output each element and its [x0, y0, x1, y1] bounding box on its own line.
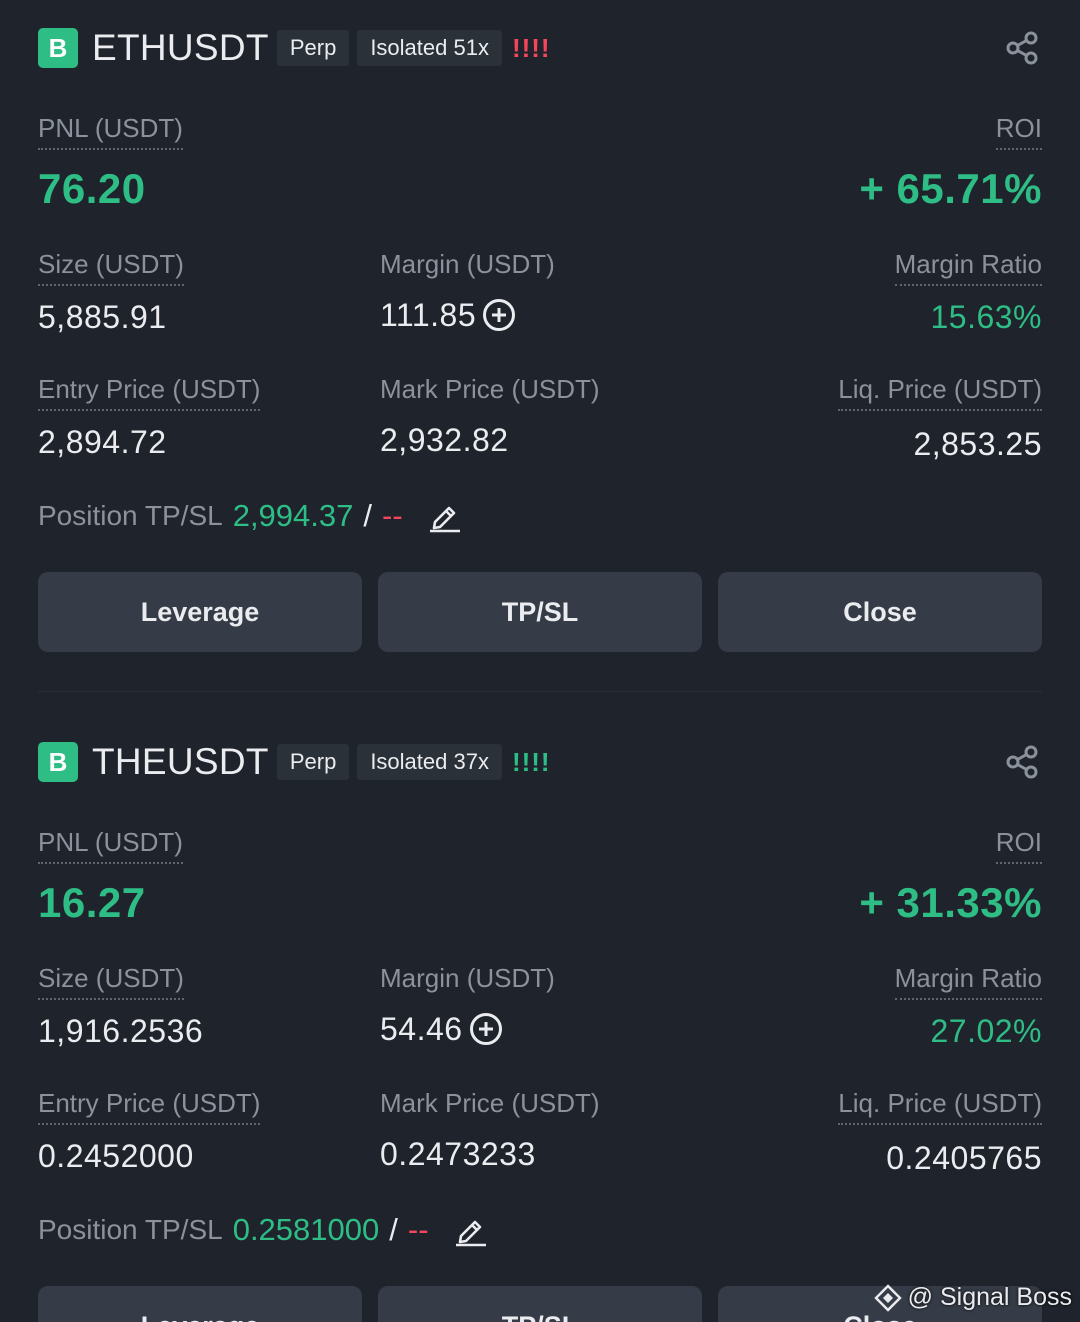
margin-label: Margin (USDT): [380, 249, 555, 279]
roi-label[interactable]: ROI: [995, 113, 1042, 150]
stop-loss-value: --: [382, 498, 403, 533]
position-header: B THEUSDT Perp Isolated 37x !!!!: [38, 741, 551, 782]
close-button[interactable]: Close: [718, 572, 1042, 652]
take-profit-value: 0.2581000: [232, 1212, 380, 1247]
margin-value: 54.46: [380, 1011, 463, 1047]
mark-price-label: Mark Price (USDT): [380, 1088, 600, 1118]
contract-type-tag: Perp: [276, 744, 350, 780]
risk-indicator: !!!!: [511, 746, 551, 777]
stop-loss-value: --: [407, 1212, 429, 1247]
margin-value-group: 111.85: [380, 297, 516, 334]
pnl-label[interactable]: PNL (USDT): [38, 827, 183, 864]
contract-type-tag: Perp: [276, 30, 350, 66]
roi-value: + 31.33%: [859, 879, 1042, 926]
size-value: 5,885.91: [38, 299, 167, 335]
leverage-button[interactable]: Leverage: [38, 1286, 362, 1322]
position-tpsl-row: Position TP/SL 0.2581000 / --: [38, 1212, 489, 1248]
entry-price-label[interactable]: Entry Price (USDT): [38, 374, 261, 411]
roi-value: + 65.71%: [859, 165, 1042, 212]
card-divider: [38, 691, 1042, 692]
margin-ratio-value: 27.02%: [930, 1013, 1042, 1049]
pnl-value: 76.20: [38, 165, 146, 212]
share-icon[interactable]: [1004, 744, 1040, 780]
margin-value: 111.85: [380, 297, 477, 333]
entry-price-label[interactable]: Entry Price (USDT): [38, 1088, 261, 1125]
liq-price-label[interactable]: Liq. Price (USDT): [838, 1088, 1042, 1125]
buy-side-badge: B: [38, 742, 78, 782]
margin-label: Margin (USDT): [380, 963, 555, 993]
liq-price-value: 0.2405765: [886, 1140, 1042, 1176]
pnl-value: 16.27: [38, 879, 146, 926]
margin-mode-tag[interactable]: Isolated 51x: [357, 30, 502, 66]
risk-indicator: !!!!: [511, 32, 551, 63]
tpsl-label: Position TP/SL: [38, 1214, 223, 1245]
buy-side-badge: B: [38, 28, 78, 68]
add-margin-icon[interactable]: [469, 1012, 503, 1046]
roi-label[interactable]: ROI: [995, 827, 1042, 864]
leverage-button[interactable]: Leverage: [38, 572, 362, 652]
entry-price-value: 0.2452000: [38, 1138, 194, 1174]
liq-price-label[interactable]: Liq. Price (USDT): [838, 374, 1042, 411]
watermark: @ Signal Boss: [873, 1283, 1072, 1312]
margin-ratio-label[interactable]: Margin Ratio: [894, 963, 1042, 1000]
tpsl-separator: /: [389, 1212, 398, 1247]
size-label[interactable]: Size (USDT): [38, 963, 184, 1000]
watermark-text: @ Signal Boss: [907, 1283, 1072, 1311]
margin-ratio-value: 15.63%: [930, 299, 1042, 335]
entry-price-value: 2,894.72: [38, 424, 167, 460]
symbol-name[interactable]: THEUSDT: [92, 741, 269, 782]
mark-price-value: 0.2473233: [380, 1136, 536, 1172]
size-label[interactable]: Size (USDT): [38, 249, 184, 286]
tpsl-button[interactable]: TP/SL: [378, 1286, 702, 1322]
symbol-name[interactable]: ETHUSDT: [92, 27, 269, 68]
add-margin-icon[interactable]: [482, 298, 516, 332]
liq-price-value: 2,853.25: [913, 426, 1042, 462]
margin-ratio-label[interactable]: Margin Ratio: [894, 249, 1042, 286]
pnl-label[interactable]: PNL (USDT): [38, 113, 183, 150]
margin-mode-tag[interactable]: Isolated 37x: [357, 744, 502, 780]
take-profit-value: 2,994.37: [232, 498, 354, 533]
close-button[interactable]: Close: [718, 1286, 1042, 1322]
edit-icon[interactable]: [453, 1212, 489, 1248]
position-header: B ETHUSDT Perp Isolated 51x !!!!: [38, 27, 551, 68]
diamond-logo-icon: [873, 1283, 902, 1312]
size-value: 1,916.2536: [38, 1013, 204, 1049]
tpsl-separator: /: [363, 498, 372, 533]
tpsl-button[interactable]: TP/SL: [378, 572, 702, 652]
share-icon[interactable]: [1004, 30, 1040, 66]
margin-value-group: 54.46: [380, 1011, 503, 1048]
edit-icon[interactable]: [427, 498, 463, 534]
mark-price-value: 2,932.82: [380, 422, 509, 458]
position-tpsl-row: Position TP/SL 2,994.37 / --: [38, 498, 463, 534]
mark-price-label: Mark Price (USDT): [380, 374, 600, 404]
tpsl-label: Position TP/SL: [38, 500, 223, 531]
